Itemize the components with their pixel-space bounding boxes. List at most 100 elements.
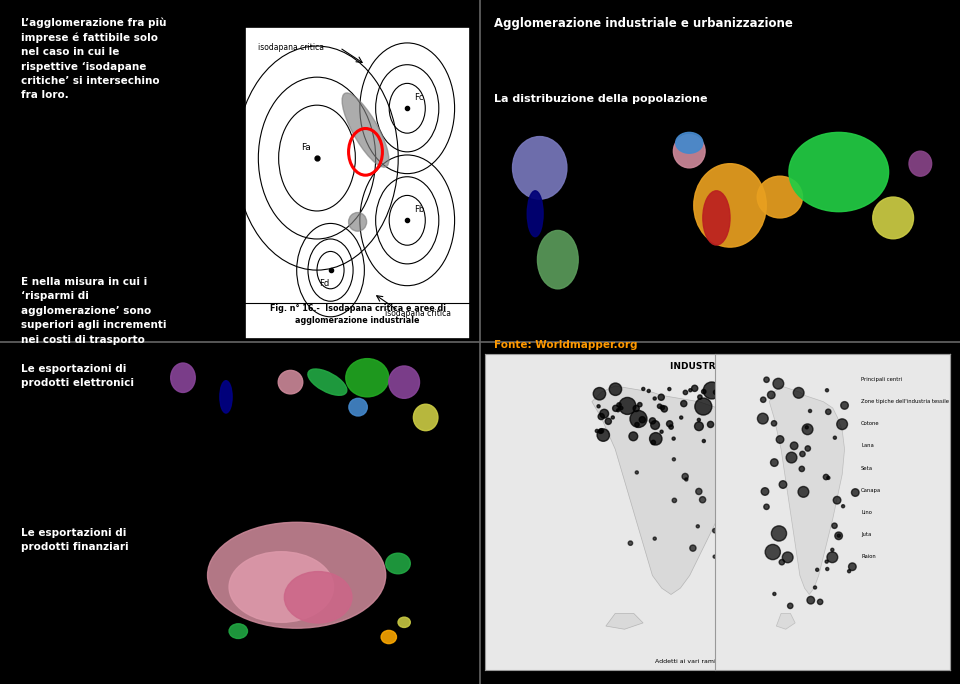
Ellipse shape [538,231,578,289]
Point [708,525,723,536]
Point [722,482,737,493]
Point [767,457,782,468]
Point [629,467,644,478]
Ellipse shape [220,381,232,413]
Point [646,437,661,448]
Text: Cotone: Cotone [861,421,879,426]
Point [784,452,800,463]
Point [771,528,786,539]
Ellipse shape [513,137,567,199]
Ellipse shape [346,358,389,397]
Point [666,454,682,465]
Point [608,403,623,414]
Point [720,440,735,451]
Point [708,386,723,397]
Ellipse shape [284,572,352,623]
Ellipse shape [342,93,389,167]
Text: Principali centri: Principali centri [861,377,902,382]
Point [589,425,605,436]
Ellipse shape [229,624,248,638]
Point [841,566,856,577]
Point [657,404,672,415]
Point [713,536,729,547]
Text: E nella misura in cui i
‘risparmi di
agglomerazione’ sono
superiori agli increme: E nella misura in cui i ‘risparmi di agg… [21,277,167,345]
Point [685,542,701,553]
Point [629,403,644,414]
Point [690,521,706,531]
Point [771,378,786,389]
Point [661,384,677,395]
Point [691,421,707,432]
Point [655,402,670,413]
Point [678,471,693,482]
Point [776,479,791,490]
Point [804,594,819,605]
Point [766,418,781,429]
Point [630,419,645,430]
Ellipse shape [207,523,386,628]
Point [663,421,679,432]
Point [848,487,863,498]
Point [652,401,667,412]
Point [691,415,707,425]
Polygon shape [606,614,643,629]
Point [825,552,840,563]
Point [678,387,693,398]
Ellipse shape [398,617,410,627]
Point [774,557,789,568]
Point [612,399,627,410]
Point [691,486,707,497]
Point [809,564,825,575]
Point [763,389,779,400]
Point [727,523,742,534]
Point [767,588,782,599]
Text: Fig. n° 16.-  Isodapana critica e aree di
agglomerazione industriale: Fig. n° 16.- Isodapana critica e aree di… [270,304,445,325]
Point [796,486,811,497]
Text: Canapa: Canapa [861,488,881,492]
Ellipse shape [381,631,396,644]
Point [723,403,738,414]
Point [726,389,741,399]
Point [828,432,843,443]
Point [626,431,641,442]
Point [666,495,682,506]
Text: Fonte: Worldmapper.org: Fonte: Worldmapper.org [494,340,637,350]
Point [821,473,836,484]
Text: Le esportazioni di
prodotti finanziari: Le esportazioni di prodotti finanziari [21,528,129,553]
Point [596,408,612,419]
Text: isodapana critica: isodapana critica [258,43,324,52]
Text: Fc: Fc [414,93,423,102]
Text: Zone tipiche dell'industria tessile: Zone tipiche dell'industria tessile [861,399,949,404]
Point [679,474,694,485]
Point [592,426,608,437]
Point [723,386,738,397]
Point [608,384,623,395]
Point [724,462,739,473]
Text: isodapana critica: isodapana critica [385,309,450,318]
Point [692,392,708,403]
Point [613,403,629,414]
Point [722,437,737,448]
Point [800,443,815,454]
Point [696,436,711,447]
Point [635,415,650,425]
Point [819,385,834,396]
Point [636,384,651,395]
Point [733,508,749,518]
Text: Le esportazioni di
prodotti elettronici: Le esportazioni di prodotti elettronici [21,364,134,389]
Point [831,530,847,541]
Point [707,551,722,562]
Text: Fb: Fb [414,205,424,214]
Point [717,409,732,420]
Point [819,556,834,567]
Point [800,424,815,435]
Point [758,374,774,385]
Point [837,400,852,411]
Polygon shape [769,386,845,594]
Polygon shape [777,614,795,629]
Point [662,419,678,430]
Point [645,415,660,426]
Point [757,486,773,497]
Point [654,392,669,403]
Point [647,419,662,430]
